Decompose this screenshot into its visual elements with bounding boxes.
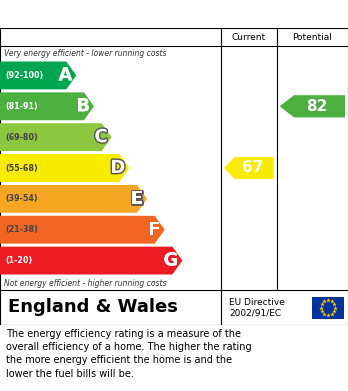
Text: A: A — [58, 66, 72, 84]
Text: 67: 67 — [242, 160, 263, 176]
Polygon shape — [0, 61, 76, 90]
Polygon shape — [0, 216, 165, 244]
Text: England & Wales: England & Wales — [8, 298, 178, 316]
Polygon shape — [0, 185, 147, 213]
Text: (39-54): (39-54) — [5, 194, 38, 203]
Text: (21-38): (21-38) — [5, 225, 38, 234]
Polygon shape — [0, 154, 129, 182]
Text: Energy Efficiency Rating: Energy Efficiency Rating — [69, 7, 279, 22]
Text: Very energy efficient - lower running costs: Very energy efficient - lower running co… — [4, 48, 166, 57]
Text: (81-91): (81-91) — [5, 102, 38, 111]
Text: EU Directive
2002/91/EC: EU Directive 2002/91/EC — [229, 298, 285, 317]
Text: E: E — [131, 190, 143, 208]
Text: 82: 82 — [306, 99, 327, 114]
Text: Potential: Potential — [292, 32, 332, 41]
Text: F: F — [149, 221, 161, 239]
Text: (1-20): (1-20) — [5, 256, 32, 265]
Polygon shape — [224, 157, 274, 179]
Polygon shape — [0, 123, 112, 151]
Text: Not energy efficient - higher running costs: Not energy efficient - higher running co… — [4, 278, 166, 287]
Polygon shape — [0, 247, 182, 274]
Text: (92-100): (92-100) — [5, 71, 43, 80]
Text: D: D — [110, 159, 125, 177]
Text: (69-80): (69-80) — [5, 133, 38, 142]
Text: B: B — [76, 97, 90, 115]
Text: C: C — [94, 128, 108, 146]
Text: The energy efficiency rating is a measure of the
overall efficiency of a home. T: The energy efficiency rating is a measur… — [6, 329, 252, 378]
Bar — [312, 296, 344, 319]
Text: Current: Current — [232, 32, 266, 41]
Polygon shape — [0, 92, 94, 120]
Polygon shape — [280, 95, 345, 117]
Text: G: G — [164, 251, 179, 269]
Text: (55-68): (55-68) — [5, 163, 38, 172]
